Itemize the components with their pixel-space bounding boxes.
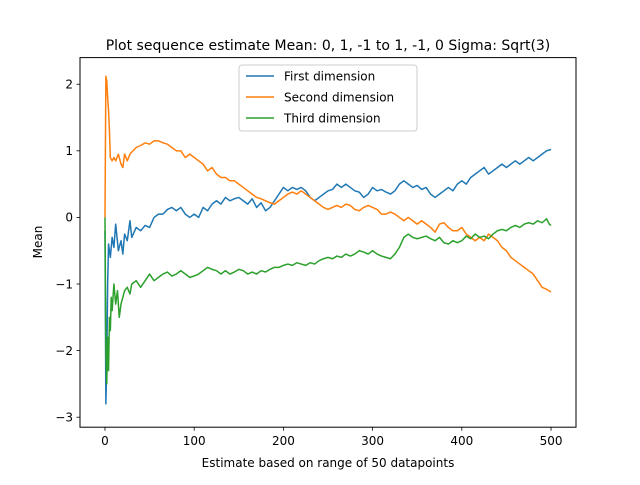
series-line-3 [104,217,552,385]
x-tick-label: 400 [450,434,473,448]
plot-lines [104,75,552,405]
legend: First dimension Second dimension Third dim… [238,64,418,132]
y-axis-ticks: −3 −2 −1 0 1 2 [55,78,80,425]
x-tick-label: 300 [361,434,384,448]
x-tick-label: 100 [183,434,206,448]
legend-label: First dimension [284,69,375,83]
series-line-2 [104,75,552,293]
x-tick-label: 0 [101,434,109,448]
y-tick-label: 0 [65,211,73,225]
y-tick-label: −1 [55,277,73,291]
y-tick-label: −3 [55,411,73,425]
chart-title: Plot sequence estimate Mean: 0, 1, -1 to… [106,38,551,54]
legend-label: Third dimension [283,111,381,125]
series-line-1 [104,148,552,405]
y-tick-label: −2 [55,344,73,358]
x-tick-label: 200 [272,434,295,448]
y-tick-label: 1 [65,144,73,158]
legend-frame [238,64,418,132]
y-axis-title: Mean [31,226,45,259]
x-axis-ticks: 0 100 200 300 400 500 [101,427,562,448]
x-tick-label: 500 [540,434,563,448]
y-tick-label: 2 [65,78,73,92]
plot-area-frame [79,57,577,428]
legend-label: Second dimension [284,90,394,104]
x-axis-title: Estimate based on range of 50 datapoints [202,456,455,470]
